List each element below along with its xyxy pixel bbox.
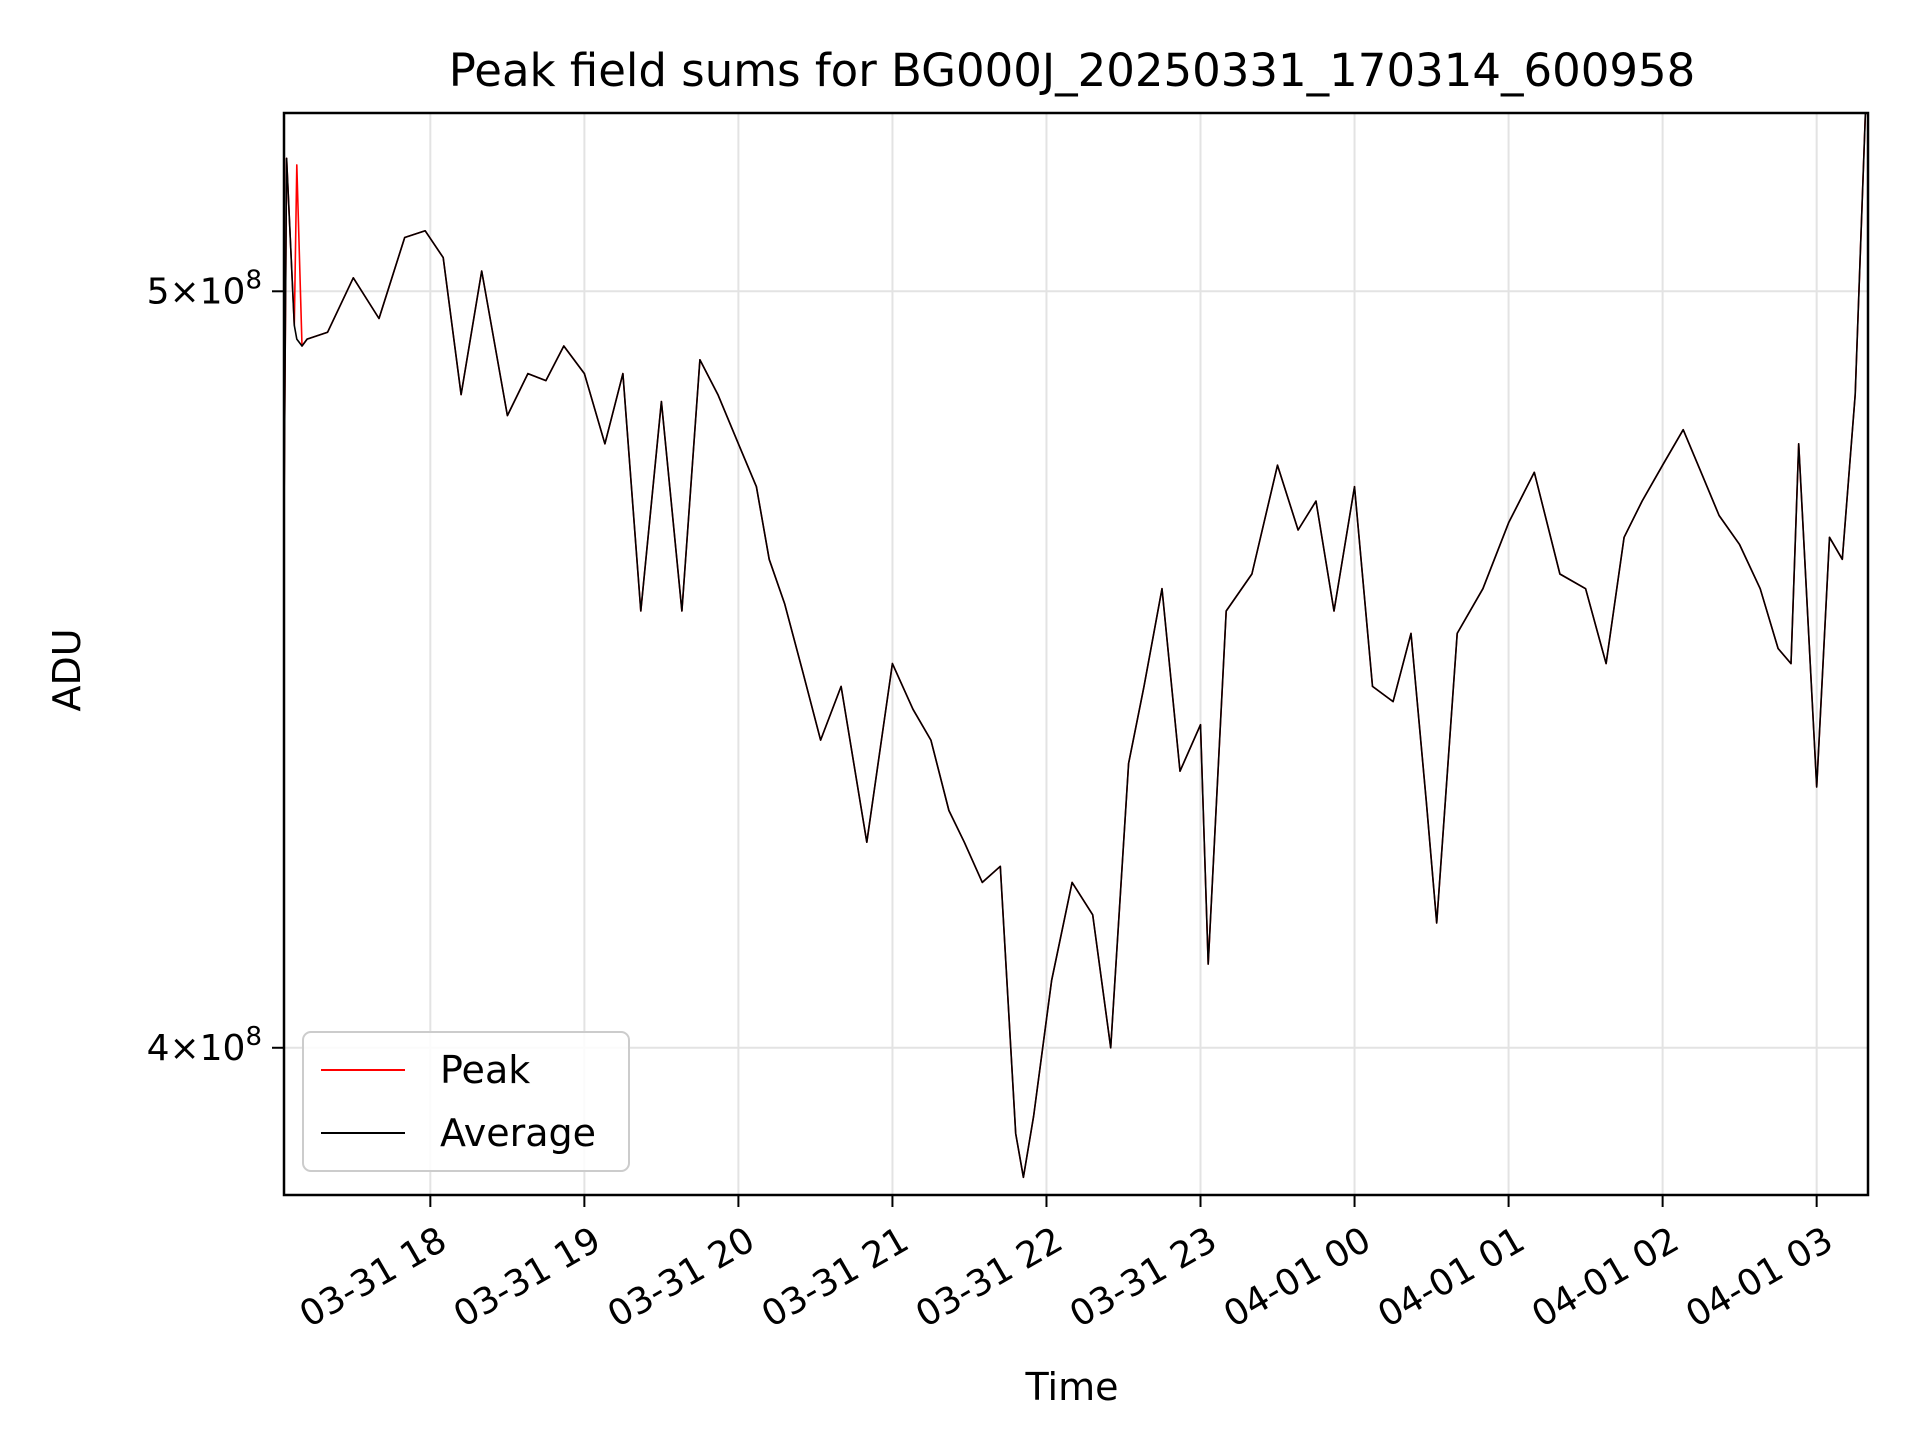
legend-label-peak: Peak xyxy=(440,1048,530,1092)
y-tick-label: 4×108 xyxy=(147,1022,262,1069)
series-line-average xyxy=(283,112,1867,1179)
legend-label-average: Average xyxy=(440,1111,596,1155)
x-axis-label: Time xyxy=(1025,1365,1119,1409)
y-tick-label: 5×108 xyxy=(147,265,262,312)
y-axis-label: ADU xyxy=(45,628,89,711)
chart-title: Peak field sums for BG000J_20250331_1703… xyxy=(449,44,1696,97)
plot-frame xyxy=(282,111,1870,1197)
legend: Peak Average xyxy=(302,1031,630,1172)
series-lines xyxy=(283,112,1867,1179)
y-axis-ticks: 4×108 5×108 xyxy=(147,265,284,1069)
legend-box xyxy=(302,1031,630,1172)
